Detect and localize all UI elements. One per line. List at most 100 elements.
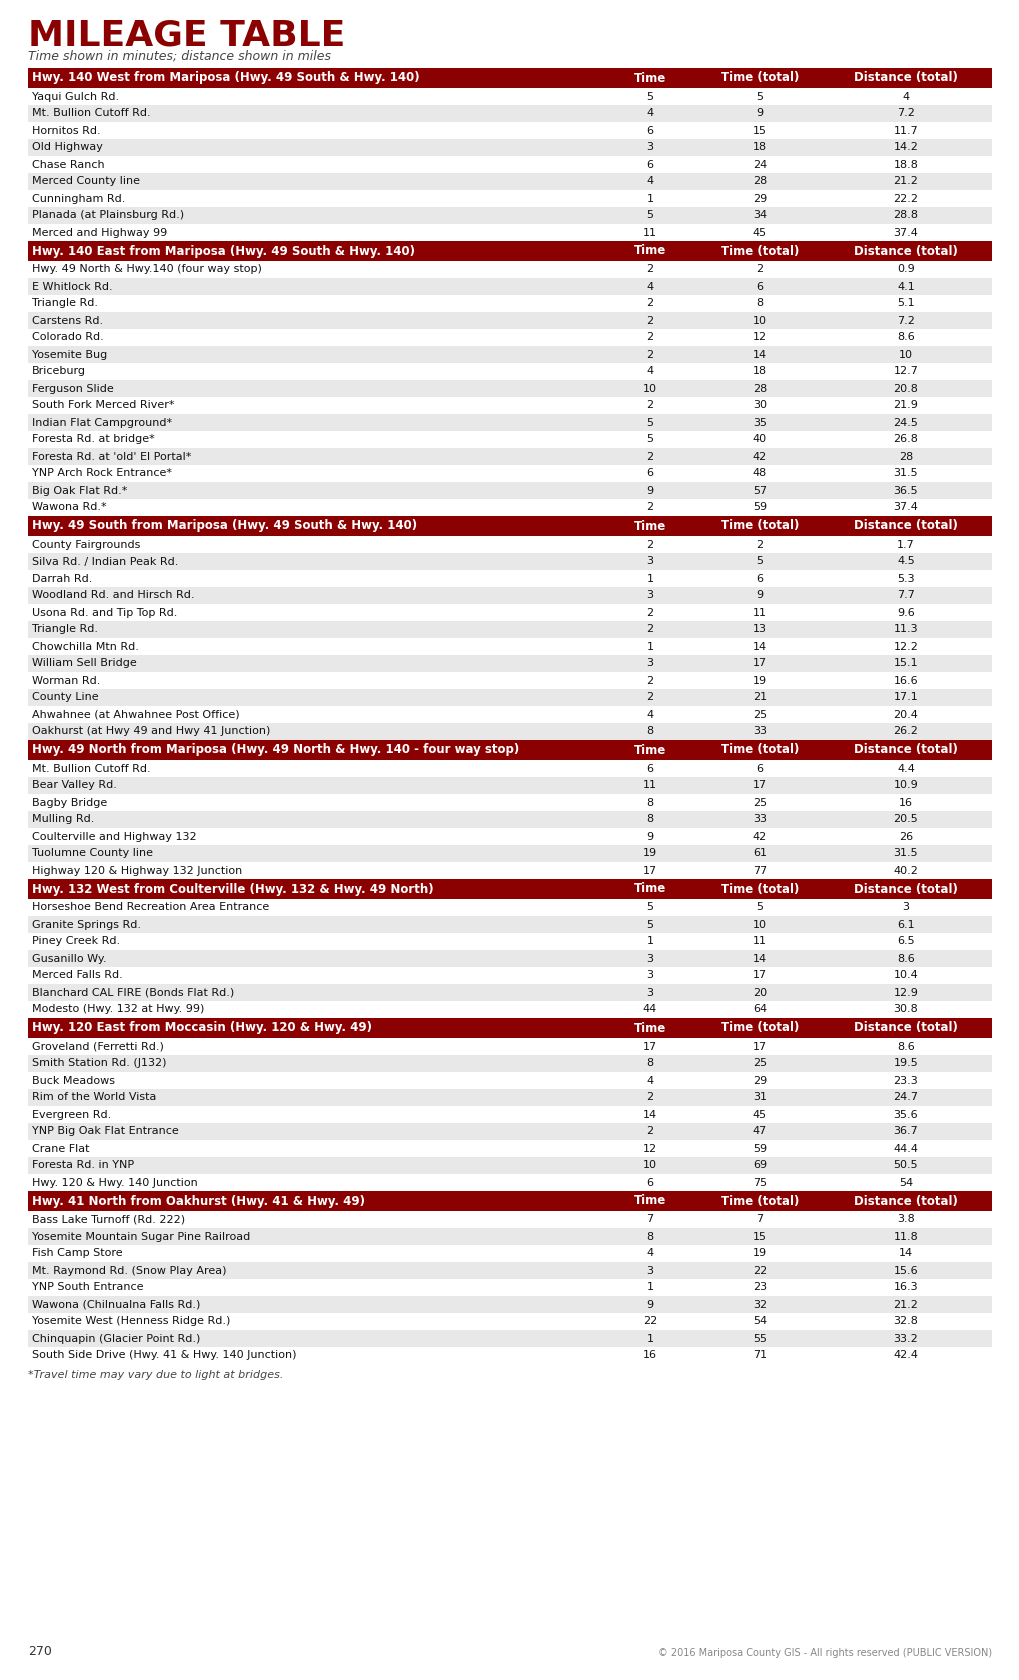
Text: 16.3: 16.3 <box>893 1282 917 1292</box>
Bar <box>28 845 991 862</box>
Text: 22.2: 22.2 <box>893 193 917 203</box>
Bar <box>28 1141 991 1158</box>
Text: 31.5: 31.5 <box>893 848 917 858</box>
Text: 6: 6 <box>646 126 653 136</box>
Text: Horseshoe Bend Recreation Area Entrance: Horseshoe Bend Recreation Area Entrance <box>32 902 269 912</box>
Text: Hwy. 49 North from Mariposa (Hwy. 49 North & Hwy. 140 - four way stop): Hwy. 49 North from Mariposa (Hwy. 49 Nor… <box>32 744 519 756</box>
Text: 3.8: 3.8 <box>897 1215 914 1225</box>
Text: Yaqui Gulch Rd.: Yaqui Gulch Rd. <box>32 91 119 101</box>
Text: 28: 28 <box>752 176 766 186</box>
Text: YNP Arch Rock Entrance*: YNP Arch Rock Entrance* <box>32 469 172 479</box>
Bar <box>28 899 991 916</box>
Text: 11: 11 <box>752 936 766 946</box>
Text: 11: 11 <box>642 781 656 791</box>
Text: 15: 15 <box>752 1231 766 1242</box>
Text: 1: 1 <box>646 1334 653 1344</box>
Text: 1: 1 <box>646 193 653 203</box>
Text: 1.7: 1.7 <box>897 539 914 549</box>
Text: 64: 64 <box>752 1005 766 1015</box>
Text: Briceburg: Briceburg <box>32 366 86 376</box>
Text: 2: 2 <box>646 1127 653 1136</box>
Text: Distance (total): Distance (total) <box>853 1194 957 1208</box>
Bar <box>28 655 991 672</box>
Bar <box>28 380 991 396</box>
Text: Colorado Rd.: Colorado Rd. <box>32 333 104 343</box>
Text: MILEAGE TABLE: MILEAGE TABLE <box>28 18 345 52</box>
Text: 3: 3 <box>646 659 653 669</box>
Text: 10: 10 <box>642 1161 656 1171</box>
Text: 3: 3 <box>646 556 653 566</box>
Text: 28.8: 28.8 <box>893 210 917 220</box>
Text: 0.9: 0.9 <box>897 264 914 274</box>
Text: 7: 7 <box>756 1215 763 1225</box>
Bar <box>28 1038 991 1055</box>
Text: 19.5: 19.5 <box>893 1058 917 1068</box>
Text: Time shown in minutes; distance shown in miles: Time shown in minutes; distance shown in… <box>28 50 331 62</box>
Bar <box>28 240 991 260</box>
Text: 10.9: 10.9 <box>893 781 917 791</box>
Text: Coulterville and Highway 132: Coulterville and Highway 132 <box>32 832 197 842</box>
Text: 2: 2 <box>756 539 763 549</box>
Text: Mt. Bullion Cutoff Rd.: Mt. Bullion Cutoff Rd. <box>32 763 151 773</box>
Text: 8: 8 <box>646 815 653 825</box>
Text: 3: 3 <box>646 1265 653 1275</box>
Text: 33.2: 33.2 <box>893 1334 917 1344</box>
Text: 24.7: 24.7 <box>893 1092 917 1102</box>
Text: 25: 25 <box>752 1058 766 1068</box>
Text: 17.1: 17.1 <box>893 692 917 702</box>
Text: 15.6: 15.6 <box>893 1265 917 1275</box>
Text: Old Highway: Old Highway <box>32 143 103 153</box>
Bar <box>28 277 991 296</box>
Text: 36.7: 36.7 <box>893 1127 917 1136</box>
Text: 15.1: 15.1 <box>893 659 917 669</box>
Text: 3: 3 <box>902 902 909 912</box>
Text: Planada (at Plainsburg Rd.): Planada (at Plainsburg Rd.) <box>32 210 184 220</box>
Bar <box>28 223 991 240</box>
Bar <box>28 605 991 622</box>
Text: 71: 71 <box>752 1351 766 1361</box>
Text: 31: 31 <box>752 1092 766 1102</box>
Bar <box>28 1278 991 1295</box>
Text: Merced and Highway 99: Merced and Highway 99 <box>32 227 167 237</box>
Text: 17: 17 <box>642 1042 656 1052</box>
Text: 5: 5 <box>646 210 653 220</box>
Bar <box>28 879 991 899</box>
Text: South Side Drive (Hwy. 41 & Hwy. 140 Junction): South Side Drive (Hwy. 41 & Hwy. 140 Jun… <box>32 1351 297 1361</box>
Text: Usona Rd. and Tip Top Rd.: Usona Rd. and Tip Top Rd. <box>32 608 177 618</box>
Text: 6: 6 <box>646 469 653 479</box>
Text: Bear Valley Rd.: Bear Valley Rd. <box>32 781 117 791</box>
Text: 6: 6 <box>646 1178 653 1188</box>
Bar <box>28 622 991 638</box>
Text: 17: 17 <box>752 659 766 669</box>
Text: 40.2: 40.2 <box>893 865 917 875</box>
Text: 26.8: 26.8 <box>893 435 917 445</box>
Text: Smith Station Rd. (J132): Smith Station Rd. (J132) <box>32 1058 166 1068</box>
Bar <box>28 465 991 482</box>
Bar <box>28 1211 991 1228</box>
Text: 8: 8 <box>756 299 763 309</box>
Text: 10: 10 <box>642 383 656 393</box>
Text: Groveland (Ferretti Rd.): Groveland (Ferretti Rd.) <box>32 1042 164 1052</box>
Text: 9.6: 9.6 <box>897 608 914 618</box>
Text: 55: 55 <box>752 1334 766 1344</box>
Text: 19: 19 <box>752 1248 766 1258</box>
Text: Darrah Rd.: Darrah Rd. <box>32 573 93 583</box>
Text: 48: 48 <box>752 469 766 479</box>
Text: 77: 77 <box>752 865 766 875</box>
Text: 7.2: 7.2 <box>896 316 914 326</box>
Bar <box>28 190 991 207</box>
Text: County Line: County Line <box>32 692 99 702</box>
Text: Crane Flat: Crane Flat <box>32 1144 90 1154</box>
Bar <box>28 1262 991 1278</box>
Bar <box>28 1122 991 1141</box>
Text: Tuolumne County line: Tuolumne County line <box>32 848 153 858</box>
Text: Time: Time <box>633 882 665 895</box>
Text: 22: 22 <box>642 1317 656 1327</box>
Bar <box>28 329 991 346</box>
Bar <box>28 570 991 586</box>
Text: South Fork Merced River*: South Fork Merced River* <box>32 400 174 410</box>
Text: 3: 3 <box>646 954 653 964</box>
Text: 25: 25 <box>752 798 766 808</box>
Text: 5: 5 <box>646 91 653 101</box>
Text: 54: 54 <box>898 1178 912 1188</box>
